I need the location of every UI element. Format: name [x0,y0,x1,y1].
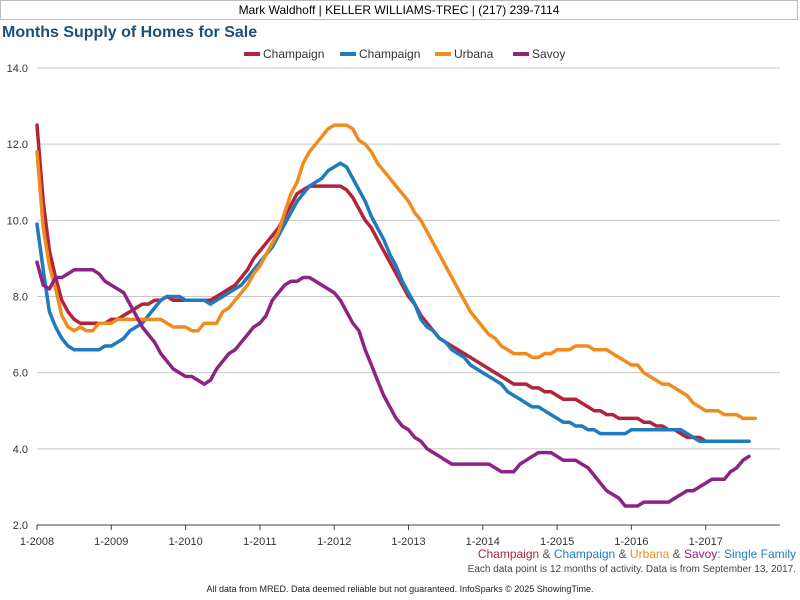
agent-header-bar: Mark Waldhoff | KELLER WILLIAMS-TREC | (… [0,0,798,20]
data-note: Each data point is 12 months of activity… [467,564,796,575]
x-tick-label: 1-2008 [20,536,54,548]
x-tick-label: 1-2012 [317,536,351,548]
disclaimer: All data from MRED. Data deemed reliable… [206,584,594,594]
x-tick-label: 1-2010 [168,536,202,548]
caption-part: Urbana [629,547,670,561]
y-tick-label: 10.0 [7,215,28,227]
series-line-savoy-3 [35,260,751,508]
legend-label: Champaign [263,47,324,61]
series-line-champaign-0 [35,123,751,443]
x-tick-label: 1-2015 [540,536,574,548]
y-tick-label: 4.0 [13,444,28,456]
series-line-urbana-2 [35,123,757,421]
legend-label: Savoy [532,47,565,61]
caption-part: & [669,547,684,561]
x-tick-label: 1-2011 [243,536,276,548]
caption-part: : Single Family [717,547,796,561]
caption-part: Champaign [553,547,616,561]
y-tick-label: 12.0 [7,139,28,151]
y-tick-label: 14.0 [7,63,28,75]
y-tick-label: 8.0 [13,292,28,304]
legend-label: Champaign [359,47,420,61]
x-tick-label: 1-2009 [94,536,128,548]
x-tick-label: 1-2014 [466,536,500,548]
legend-label: Urbana [454,47,494,61]
caption-part: Savoy [683,547,718,561]
caption-part: & [539,547,554,561]
x-tick-label: 1-2013 [391,536,425,548]
x-tick-label: 1-2017 [689,536,723,548]
caption-part: & [615,547,630,561]
x-tick-label: 1-2016 [614,536,648,548]
y-tick-label: 6.0 [13,368,28,380]
agent-line: Mark Waldhoff | KELLER WILLIAMS-TREC | (… [238,3,560,17]
chart-title: Months Supply of Homes for Sale [2,24,258,41]
caption-part: Champaign [477,547,540,561]
series-line-champaign-1 [35,161,751,443]
series-caption: Champaign & Champaign & Urbana & Savoy: … [478,547,796,561]
y-tick-label: 2.0 [13,520,28,532]
